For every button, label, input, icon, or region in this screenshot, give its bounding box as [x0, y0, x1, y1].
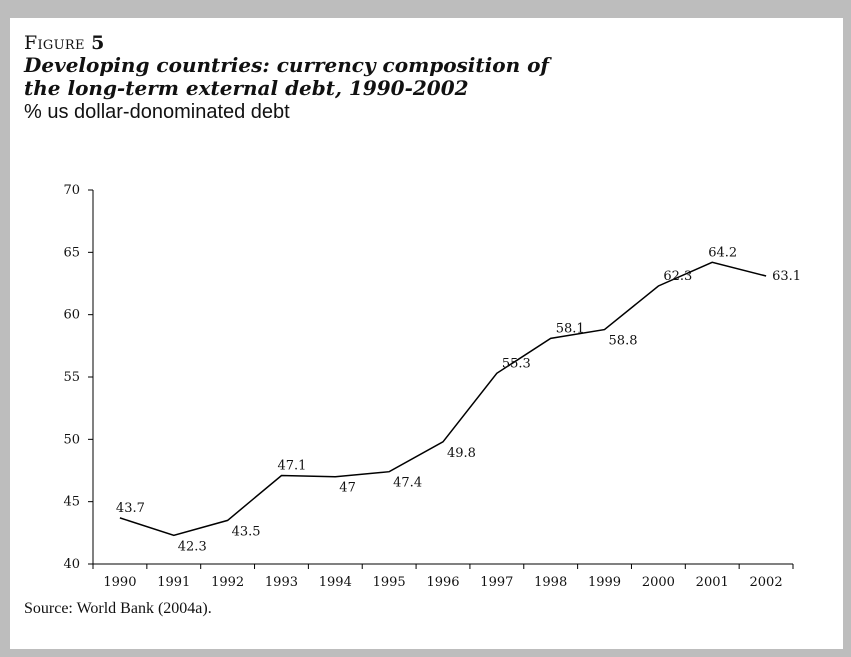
data-label: 43.7: [116, 501, 145, 516]
figure-panel: Figure 5 Developing countries: currency …: [10, 18, 843, 649]
data-label: 58.1: [556, 321, 585, 336]
x-tick-label: 1997: [480, 575, 513, 590]
x-tick-label: 1996: [426, 575, 459, 590]
data-label: 47.1: [277, 458, 306, 473]
data-label: 55.3: [502, 356, 531, 371]
y-tick-label: 45: [63, 495, 80, 510]
x-tick-label: 1998: [534, 575, 567, 590]
y-tick-label: 60: [63, 308, 80, 323]
figure-header: Figure 5 Developing countries: currency …: [24, 32, 584, 124]
x-tick-label: 2001: [696, 575, 729, 590]
y-tick-label: 50: [63, 432, 80, 447]
data-label: 62.3: [663, 269, 692, 284]
x-tick-label: 2002: [750, 575, 783, 590]
data-label: 43.5: [232, 524, 261, 539]
data-label: 47: [339, 481, 356, 496]
data-label: 47.4: [393, 476, 422, 491]
figure-title: Developing countries: currency compositi…: [24, 53, 550, 100]
y-axis: 40 45 50 55 60 65 70: [63, 183, 94, 572]
data-label: 49.8: [447, 446, 476, 461]
x-tick-label: 1994: [319, 575, 352, 590]
x-tick-label: 1993: [265, 575, 298, 590]
y-tick-label: 65: [63, 245, 80, 260]
figure-label-word: Figure: [24, 32, 85, 54]
x-tick-label: 1990: [103, 575, 136, 590]
data-label: 42.3: [178, 539, 207, 554]
figure-subtitle: % us dollar-donominated debt: [24, 101, 290, 123]
figure-label-number: 5: [91, 32, 105, 54]
y-tick-label: 55: [63, 370, 80, 385]
x-axis: 1990 1991 1992 1993 1994 1995 1996 1997 1998 1999…: [92, 563, 794, 590]
x-tick-label: 1992: [211, 575, 244, 590]
figure-label: Figure 5: [24, 32, 584, 54]
data-label: 58.8: [609, 334, 638, 349]
x-tick-label: 2000: [642, 575, 675, 590]
y-tick-label: 70: [63, 183, 80, 198]
x-tick-label: 1995: [373, 575, 406, 590]
data-label: 64.2: [708, 245, 737, 260]
x-tick-label: 1991: [157, 575, 190, 590]
x-tick-label: 1999: [588, 575, 621, 590]
y-tick-label: 40: [63, 557, 80, 572]
data-labels: 43.7 42.3 43.5 47.1 47 47.4 49.8 55.3 58.1 58.8 62…: [116, 245, 801, 554]
data-label: 63.1: [772, 269, 801, 284]
series-group: [119, 261, 767, 537]
series-line: [119, 261, 767, 537]
source-note: Source: World Bank (2004a).: [24, 600, 212, 617]
